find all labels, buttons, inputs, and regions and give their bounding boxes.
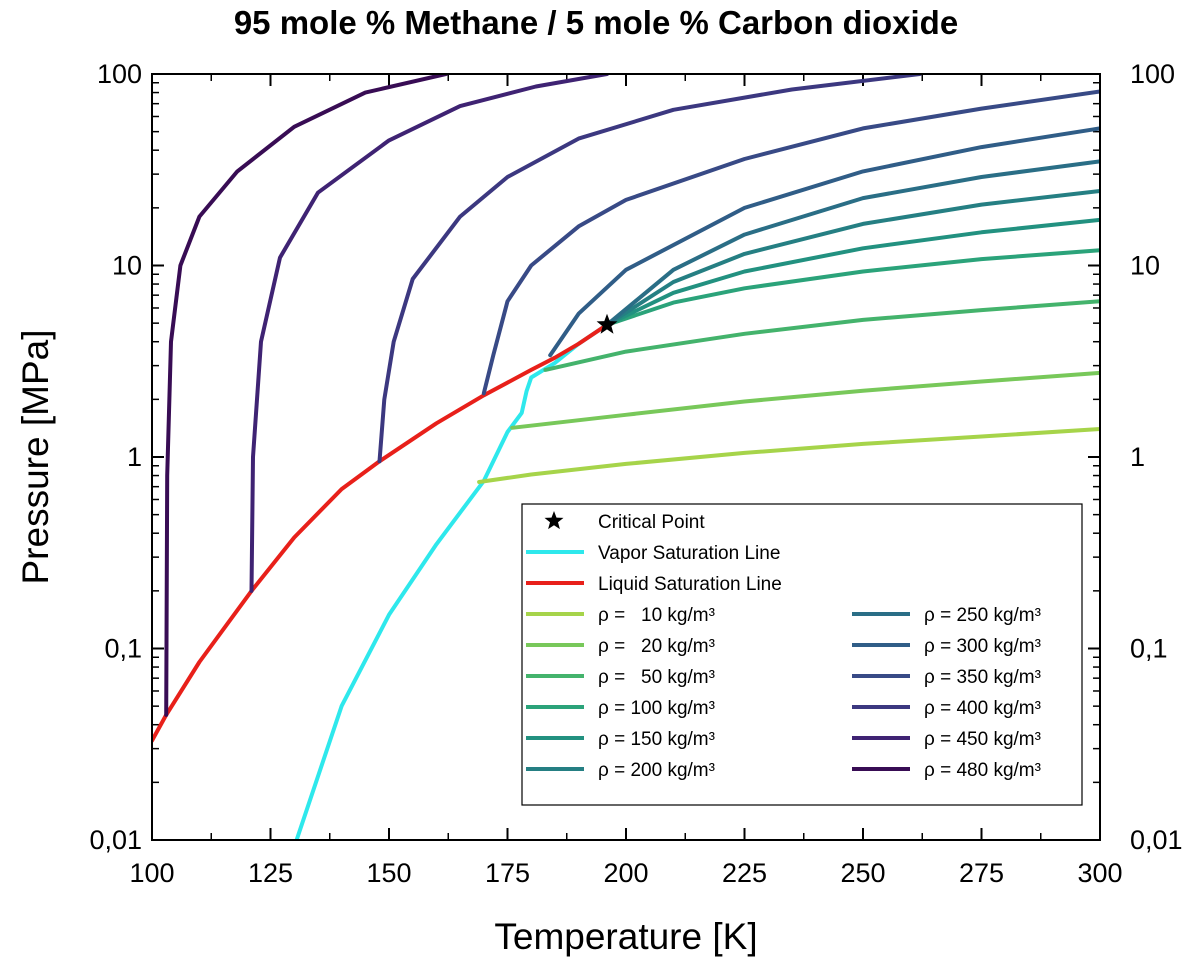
x-tick-label: 100 xyxy=(129,858,174,888)
legend-label: ρ = 250 kg/m³ xyxy=(924,605,1041,626)
x-tick-label: 225 xyxy=(722,858,767,888)
legend-label: ρ = 200 kg/m³ xyxy=(598,760,715,781)
series-line xyxy=(477,427,1100,484)
legend-label: Vapor Saturation Line xyxy=(598,543,780,564)
y-tick-label-right: 1 xyxy=(1130,442,1145,472)
legend-label: ρ = 100 kg/m³ xyxy=(598,698,715,719)
x-tick-label: 275 xyxy=(959,858,1004,888)
legend-label: ρ = 400 kg/m³ xyxy=(924,698,1041,719)
series-line xyxy=(605,248,1100,327)
legend-box xyxy=(521,503,1083,806)
legend-label: ρ = 350 kg/m³ xyxy=(924,667,1041,688)
legend-label: Liquid Saturation Line xyxy=(598,574,782,595)
legend-label: ρ = 300 kg/m³ xyxy=(924,636,1041,657)
series-lines xyxy=(152,74,1100,840)
x-tick-label: 150 xyxy=(366,858,411,888)
y-tick-label: 0,1 xyxy=(104,634,142,664)
legend-label: Critical Point xyxy=(598,512,705,533)
series-line xyxy=(249,74,609,593)
plot-frame xyxy=(151,73,1101,841)
x-tick-label: 200 xyxy=(603,858,648,888)
legend-label: ρ = 480 kg/m³ xyxy=(924,760,1041,781)
chart-title: 95 mole % Methane / 5 mole % Carbon diox… xyxy=(233,4,959,41)
y-tick-label-right: 0,1 xyxy=(1130,634,1168,664)
y-tick-label-right: 100 xyxy=(1130,59,1175,89)
critical-point-marker xyxy=(596,313,618,334)
x-tick-label: 300 xyxy=(1077,858,1122,888)
critical-point-star xyxy=(596,313,618,334)
series-line xyxy=(294,322,609,840)
legend-label: ρ = 20 kg/m³ xyxy=(598,636,715,657)
series-line xyxy=(164,74,448,717)
series-line xyxy=(543,299,1100,372)
y-tick-label: 0,01 xyxy=(89,825,142,855)
legend-label: ρ = 150 kg/m³ xyxy=(598,729,715,750)
y-tick-label: 10 xyxy=(112,251,142,281)
legend-label: ρ = 50 kg/m³ xyxy=(598,667,715,688)
y-tick-label: 100 xyxy=(97,59,142,89)
legend-marker-star xyxy=(544,511,564,530)
series-line xyxy=(481,89,1100,396)
series-line xyxy=(605,159,1100,327)
y-tick-label-right: 0,01 xyxy=(1130,825,1183,855)
series-line xyxy=(605,217,1100,327)
series-line xyxy=(605,189,1100,327)
legend: Critical Point Vapor Saturation Line Liqui… xyxy=(521,503,1083,806)
series-line xyxy=(377,74,922,464)
x-tick-label: 125 xyxy=(248,858,293,888)
series-line xyxy=(548,126,1100,358)
legend-label: ρ = 10 kg/m³ xyxy=(598,605,715,626)
legend-label: ρ = 450 kg/m³ xyxy=(924,729,1041,750)
series-line xyxy=(510,370,1100,430)
y-tick-label-right: 10 xyxy=(1130,251,1160,281)
y-tick-label: 1 xyxy=(127,442,142,472)
tick-labels: 100 125 150 175 200 225 250 275 300 0,01 0,01 0,1 0,… xyxy=(89,59,1182,888)
x-tick-label: 250 xyxy=(840,858,885,888)
x-tick-label: 175 xyxy=(485,858,530,888)
x-axis-label: Temperature [K] xyxy=(494,916,758,957)
